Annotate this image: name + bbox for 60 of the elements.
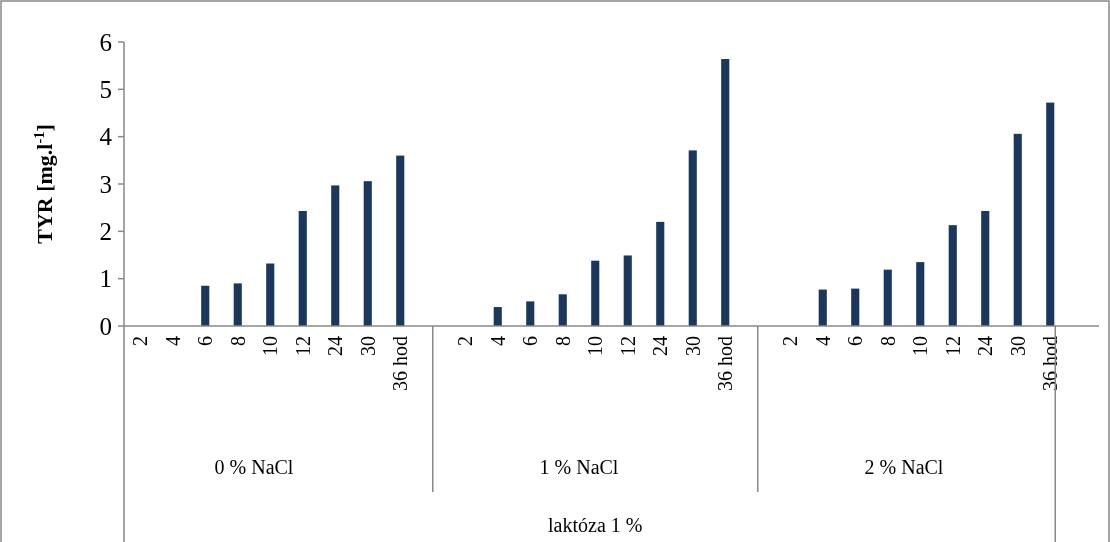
bar	[981, 210, 990, 326]
x-tick-label: 4	[811, 336, 834, 346]
text: 1 % NaCl	[539, 456, 619, 478]
y-tick-label: 4	[99, 123, 113, 151]
bar	[948, 225, 957, 326]
x-tick-label: 24	[649, 336, 672, 356]
bar	[916, 262, 925, 326]
bar	[1013, 133, 1022, 326]
bar	[201, 285, 210, 326]
bar	[656, 221, 665, 326]
bar	[266, 263, 275, 326]
x-tick-label: 24	[324, 336, 347, 356]
bar	[331, 185, 340, 326]
y-tick-label: 2	[99, 218, 112, 246]
bar	[721, 59, 730, 326]
x-tick-label: 10	[909, 336, 932, 356]
y-tick-label: 5	[99, 76, 112, 104]
bar	[591, 260, 600, 326]
bar	[688, 150, 697, 326]
x-tick-label: 8	[876, 336, 899, 346]
bar	[493, 307, 502, 326]
bar	[396, 155, 405, 326]
bar	[363, 181, 372, 326]
x-tick-label: 30	[356, 336, 379, 356]
bar	[623, 255, 632, 326]
x-tick-label: 10	[259, 336, 282, 356]
bar	[883, 269, 892, 326]
text: 0 % NaCl	[214, 456, 294, 478]
x-tick-label: 4	[161, 336, 184, 346]
text: 2 % NaCl	[864, 456, 944, 478]
x-tick-label: 8	[551, 336, 574, 346]
bar	[851, 288, 860, 326]
bar	[558, 294, 567, 326]
x-tick-label: 12	[616, 336, 639, 356]
x-tick-label: 10	[584, 336, 607, 356]
bar	[1046, 102, 1055, 326]
x-tick-label: 8	[226, 336, 249, 346]
x-tick-label: 2	[129, 336, 152, 346]
y-tick-label: 1	[99, 265, 112, 293]
x-tick-label: 2	[454, 336, 477, 346]
bar	[233, 283, 242, 326]
bar	[526, 301, 535, 326]
x-tick-label: 6	[844, 336, 867, 346]
x-tick-label: 6	[194, 336, 217, 346]
x-tick-label: 6	[519, 336, 542, 346]
x-tick-label: 4	[486, 336, 509, 346]
x-tick-label: 36 hod	[389, 336, 412, 391]
x-tick-label: 30	[1006, 336, 1029, 356]
x-tick-label: 2	[779, 336, 802, 346]
bar	[298, 210, 307, 326]
x-tick-label: 12	[941, 336, 964, 356]
x-tick-label: 12	[291, 336, 314, 356]
y-tick-label: 0	[99, 312, 112, 340]
text: laktóza 1 %	[548, 514, 643, 536]
x-tick-label: 36 hod	[714, 336, 737, 391]
bar	[818, 289, 827, 326]
y-tick-label: 6	[99, 28, 112, 56]
y-tick-label: 3	[99, 170, 112, 198]
x-tick-label: 24	[974, 336, 997, 356]
x-tick-label: 30	[681, 336, 704, 356]
